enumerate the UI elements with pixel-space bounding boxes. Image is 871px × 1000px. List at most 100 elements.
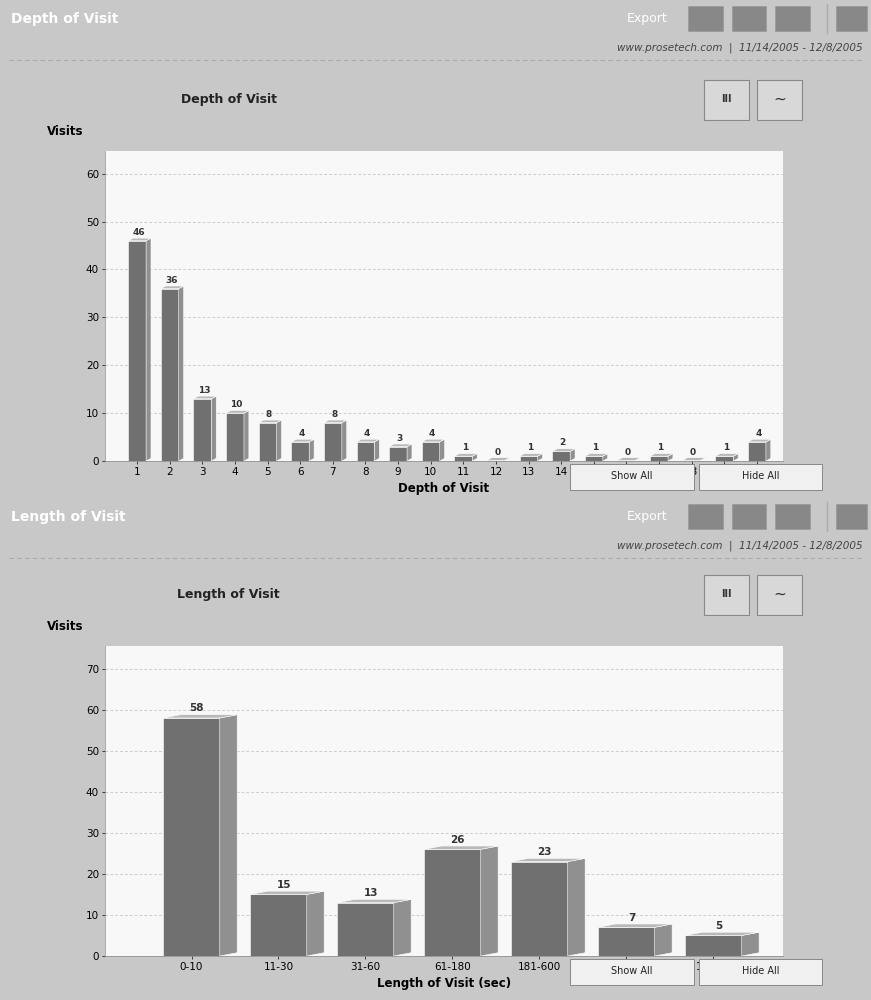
Polygon shape xyxy=(259,420,281,423)
Text: 8: 8 xyxy=(331,410,337,419)
Text: 13: 13 xyxy=(363,888,378,898)
Polygon shape xyxy=(552,449,575,451)
Polygon shape xyxy=(511,862,568,956)
Polygon shape xyxy=(487,458,510,460)
FancyBboxPatch shape xyxy=(571,959,693,985)
Polygon shape xyxy=(422,442,440,461)
Polygon shape xyxy=(568,858,585,956)
FancyBboxPatch shape xyxy=(836,6,867,31)
Text: Depth of Visit: Depth of Visit xyxy=(11,11,118,25)
Polygon shape xyxy=(179,286,184,461)
Polygon shape xyxy=(571,449,575,461)
Polygon shape xyxy=(341,420,347,461)
Polygon shape xyxy=(244,410,249,461)
Text: Show All: Show All xyxy=(611,471,652,481)
Polygon shape xyxy=(455,456,472,461)
Polygon shape xyxy=(163,715,237,718)
Polygon shape xyxy=(715,456,733,461)
FancyBboxPatch shape xyxy=(732,504,766,529)
FancyBboxPatch shape xyxy=(775,6,810,31)
FancyBboxPatch shape xyxy=(699,464,822,490)
Polygon shape xyxy=(356,442,375,461)
Polygon shape xyxy=(537,454,543,461)
Polygon shape xyxy=(505,458,510,461)
Polygon shape xyxy=(259,423,277,461)
Polygon shape xyxy=(407,444,412,461)
Polygon shape xyxy=(219,715,237,956)
Polygon shape xyxy=(424,849,481,956)
Polygon shape xyxy=(584,454,608,456)
X-axis label: Length of Visit (sec): Length of Visit (sec) xyxy=(377,977,510,990)
Text: Visits: Visits xyxy=(47,125,84,138)
Polygon shape xyxy=(636,458,640,461)
Polygon shape xyxy=(552,451,571,461)
X-axis label: Depth of Visit: Depth of Visit xyxy=(398,482,490,495)
Text: 0: 0 xyxy=(625,448,631,457)
Polygon shape xyxy=(520,456,537,461)
FancyBboxPatch shape xyxy=(704,80,749,120)
Polygon shape xyxy=(226,413,244,461)
Text: 3: 3 xyxy=(396,434,402,443)
Polygon shape xyxy=(650,454,673,456)
Polygon shape xyxy=(700,458,706,461)
Polygon shape xyxy=(455,454,477,456)
Polygon shape xyxy=(603,454,608,461)
Text: 1: 1 xyxy=(658,443,664,452)
Text: Show All: Show All xyxy=(611,966,652,976)
Polygon shape xyxy=(598,924,672,927)
Polygon shape xyxy=(161,289,179,461)
Text: www.prosetech.com  |  11/14/2005 - 12/8/2005: www.prosetech.com | 11/14/2005 - 12/8/20… xyxy=(617,43,862,53)
Polygon shape xyxy=(277,420,281,461)
Text: 36: 36 xyxy=(165,276,178,285)
Polygon shape xyxy=(733,454,739,461)
Polygon shape xyxy=(748,442,766,461)
Text: 4: 4 xyxy=(299,429,305,438)
Polygon shape xyxy=(309,439,314,461)
Polygon shape xyxy=(291,439,314,442)
Polygon shape xyxy=(668,454,673,461)
FancyBboxPatch shape xyxy=(836,504,867,529)
Text: 10: 10 xyxy=(230,400,243,409)
FancyBboxPatch shape xyxy=(688,6,723,31)
Polygon shape xyxy=(650,456,668,461)
Text: 1: 1 xyxy=(527,443,533,452)
Polygon shape xyxy=(424,846,498,849)
Text: 4: 4 xyxy=(755,429,761,438)
Text: Export: Export xyxy=(627,510,668,523)
Polygon shape xyxy=(618,458,640,460)
Text: Length of Visit: Length of Visit xyxy=(11,510,126,524)
Polygon shape xyxy=(766,439,771,461)
Polygon shape xyxy=(337,899,411,903)
Polygon shape xyxy=(324,423,341,461)
Polygon shape xyxy=(324,420,347,423)
Polygon shape xyxy=(748,439,771,442)
Polygon shape xyxy=(291,442,309,461)
Polygon shape xyxy=(193,399,212,461)
Polygon shape xyxy=(481,846,498,956)
Text: Hide All: Hide All xyxy=(741,966,779,976)
Polygon shape xyxy=(337,903,394,956)
Text: 0: 0 xyxy=(690,448,696,457)
Polygon shape xyxy=(655,924,672,956)
Text: 23: 23 xyxy=(537,847,552,857)
Polygon shape xyxy=(212,396,216,461)
Text: 5: 5 xyxy=(715,921,722,931)
FancyBboxPatch shape xyxy=(688,504,723,529)
Text: Hide All: Hide All xyxy=(741,471,779,481)
Text: 46: 46 xyxy=(132,228,145,237)
Polygon shape xyxy=(598,927,655,956)
Polygon shape xyxy=(128,241,146,461)
Text: 8: 8 xyxy=(266,410,273,419)
Text: 26: 26 xyxy=(450,835,465,845)
Polygon shape xyxy=(193,396,216,399)
Polygon shape xyxy=(511,858,585,862)
Text: 7: 7 xyxy=(628,913,635,923)
Polygon shape xyxy=(685,935,742,956)
Text: 1: 1 xyxy=(592,443,598,452)
Text: Export: Export xyxy=(627,12,668,25)
Polygon shape xyxy=(742,932,760,956)
Text: lll: lll xyxy=(721,589,732,599)
Text: www.prosetech.com  |  11/14/2005 - 12/8/2005: www.prosetech.com | 11/14/2005 - 12/8/20… xyxy=(617,541,862,551)
Text: 2: 2 xyxy=(559,438,566,447)
Text: 1: 1 xyxy=(462,443,468,452)
